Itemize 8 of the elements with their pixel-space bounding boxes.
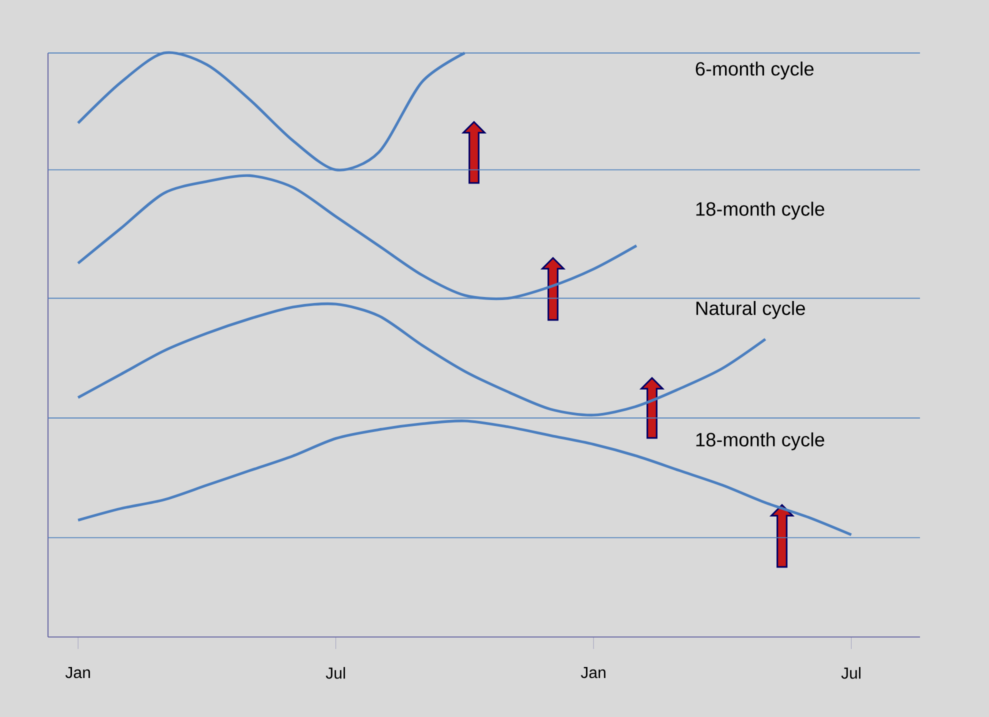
x-tick-label: Jan (580, 667, 606, 678)
annotation: 18-month cycle (696, 432, 824, 450)
annotation: 6-month cycle (696, 62, 814, 80)
x-tick-label: Jul (841, 667, 860, 679)
annotation: 18-month cycle (696, 202, 824, 220)
x-tick-label: Jan (65, 667, 90, 678)
x-tick-label: Jul (326, 667, 345, 679)
annotation: Natural cycle (696, 301, 805, 319)
